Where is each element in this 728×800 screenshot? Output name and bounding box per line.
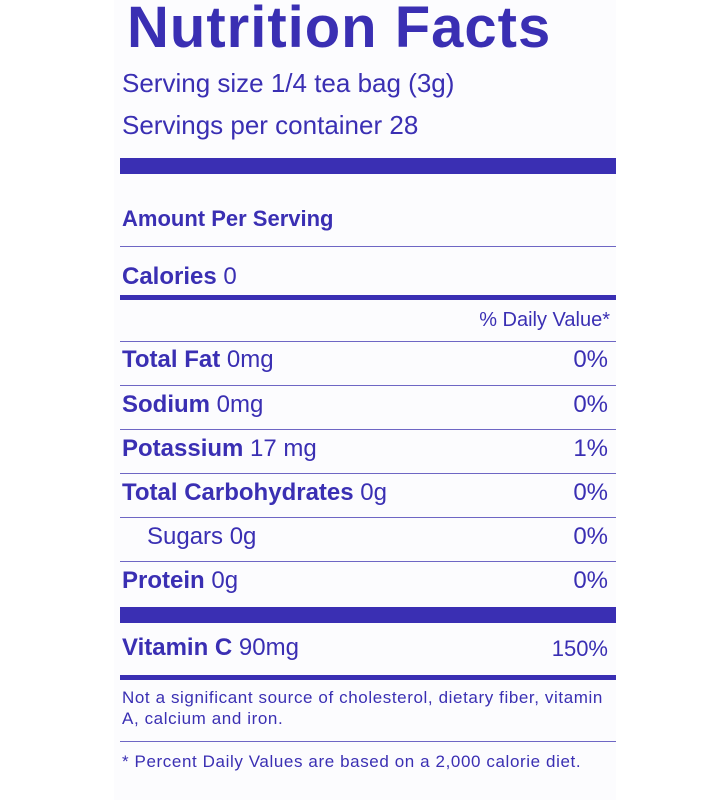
nutrient-daily-value: 0% [573,567,608,594]
divider [120,741,616,742]
nutrient-daily-value: 0% [573,479,608,506]
medium-divider [120,295,616,300]
vitamin-c-amount: 90mg [232,634,299,661]
divider [120,561,616,562]
divider [120,473,616,474]
nutrient-row-protein: Protein 0g 0% [122,567,608,595]
divider [120,517,616,518]
medium-divider [120,675,616,680]
nutrient-daily-value: 0% [573,391,608,418]
nutrient-amount: 0mg [210,391,264,418]
nutrition-label: Nutrition Facts Serving size 1/4 tea bag… [114,0,616,800]
nutrient-row-total-fat: Total Fat 0mg 0% [122,346,608,374]
nutrient-row-sugars: Sugars 0g 0% [147,523,608,551]
servings-per-container: Servings per container 28 [122,110,419,140]
divider [120,341,616,342]
footnote-daily-values: * Percent Daily Values are based on a 2,… [122,752,582,771]
nutrient-name: Potassium [122,435,244,462]
nutrient-daily-value: 0% [573,523,608,550]
calories-value: 0 [216,263,237,290]
nutrient-amount: 0g [204,567,239,594]
nutrient-row-total-carbohydrates: Total Carbohydrates 0g 0% [122,479,608,507]
nutrient-name: Total Fat [122,346,221,373]
nutrient-amount: 0g [353,479,387,506]
nutrient-amount: 17 mg [243,435,317,462]
calories-label: Calories [122,263,217,290]
nutrient-daily-value: 0% [573,346,608,373]
serving-size: Serving size 1/4 tea bag (3g) [122,68,455,98]
divider [120,429,616,430]
nutrient-name: Total Carbohydrates [122,479,354,506]
footnote-not-significant: Not a significant source of cholesterol,… [122,688,603,728]
vitamin-c-name: Vitamin C [122,634,233,661]
nutrient-name: Sodium [122,391,210,418]
nutrient-daily-value: 1% [573,435,608,462]
divider [120,385,616,386]
divider [120,246,616,247]
nutrient-amount: 0mg [220,346,274,373]
amount-per-serving: Amount Per Serving [122,206,334,231]
nutrient-row-sodium: Sodium 0mg 0% [122,391,608,419]
vitamin-c-daily-value: 150% [551,636,608,661]
nutrient-row-potassium: Potassium 17 mg 1% [122,435,608,463]
calories-row: Calories 0 [122,263,608,291]
nutrient-amount: Sugars 0g [147,523,257,550]
nutrient-name: Protein [122,567,205,594]
daily-value-header: % Daily Value* [479,309,610,331]
thick-divider-top [120,158,616,174]
label-title: Nutrition Facts [127,0,552,60]
thick-divider-vitamins [120,607,616,623]
vitamin-c-row: Vitamin C 90mg 150% [122,634,608,662]
